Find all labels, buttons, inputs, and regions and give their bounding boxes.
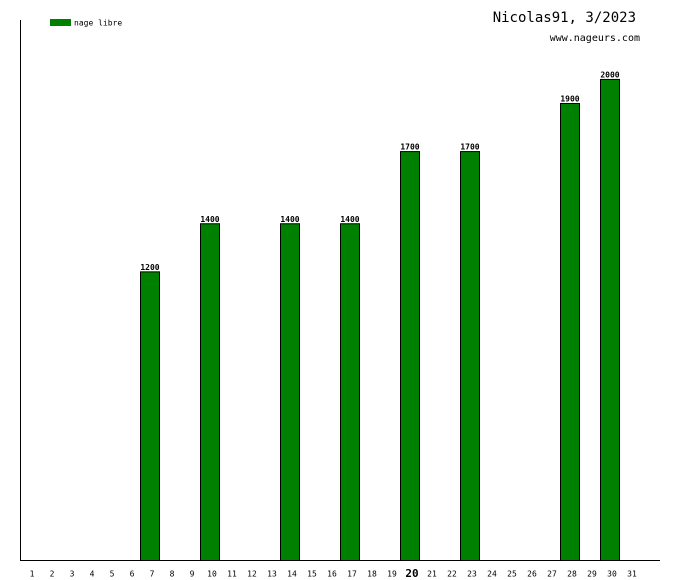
- x-tick-label: 21: [427, 570, 437, 579]
- x-tick-label: 29: [587, 570, 597, 579]
- x-tick-label: 31: [627, 570, 637, 579]
- x-tick-label: 16: [327, 570, 337, 579]
- x-tick-label: 11: [227, 570, 237, 579]
- x-tick-label: 6: [130, 570, 135, 579]
- legend-label: nage libre: [74, 19, 122, 28]
- x-tick-label: 19: [387, 570, 397, 579]
- value-label: 1400: [280, 215, 299, 224]
- x-tick-label: 7: [150, 570, 155, 579]
- x-tick-label: 22: [447, 570, 457, 579]
- bar: [280, 223, 300, 561]
- legend-swatch: [50, 19, 71, 26]
- chart-subtitle: www.nageurs.com: [550, 33, 640, 44]
- x-tick-label: 12: [247, 570, 257, 579]
- x-tick-label: 26: [527, 570, 537, 579]
- x-tick-label: 3: [70, 570, 75, 579]
- value-label: 1700: [400, 143, 419, 152]
- x-tick-label: 30: [607, 570, 617, 579]
- bar: [200, 223, 220, 561]
- x-tick-label: 23: [467, 570, 477, 579]
- x-tick-label: 1: [30, 570, 35, 579]
- x-tick-label: 13: [267, 570, 277, 579]
- x-tick-label: 27: [547, 570, 557, 579]
- x-tick-label: 15: [307, 570, 317, 579]
- bar: [400, 151, 420, 561]
- value-label: 1200: [140, 263, 159, 272]
- x-tick-label: 8: [170, 570, 175, 579]
- bar: [140, 271, 160, 561]
- bar: [600, 78, 620, 561]
- value-label: 1700: [460, 143, 479, 152]
- value-label: 1400: [200, 215, 219, 224]
- value-label: 1400: [340, 215, 359, 224]
- x-tick-label: 9: [190, 570, 195, 579]
- x-tick-label: 20: [405, 567, 418, 580]
- x-tick-label: 24: [487, 570, 497, 579]
- value-label: 1900: [560, 94, 579, 103]
- bar: [560, 102, 580, 562]
- value-label: 2000: [600, 70, 619, 79]
- bar: [460, 151, 480, 561]
- x-tick-label: 14: [287, 570, 297, 579]
- x-tick-label: 18: [367, 570, 377, 579]
- x-tick-label: 4: [90, 570, 95, 579]
- x-tick-label: 2: [50, 570, 55, 579]
- x-tick-label: 17: [347, 570, 357, 579]
- x-tick-label: 10: [207, 570, 217, 579]
- chart-title: Nicolas91, 3/2023: [493, 10, 636, 26]
- bar: [340, 223, 360, 561]
- x-tick-label: 5: [110, 570, 115, 579]
- x-tick-label: 28: [567, 570, 577, 579]
- x-tick-label: 25: [507, 570, 517, 579]
